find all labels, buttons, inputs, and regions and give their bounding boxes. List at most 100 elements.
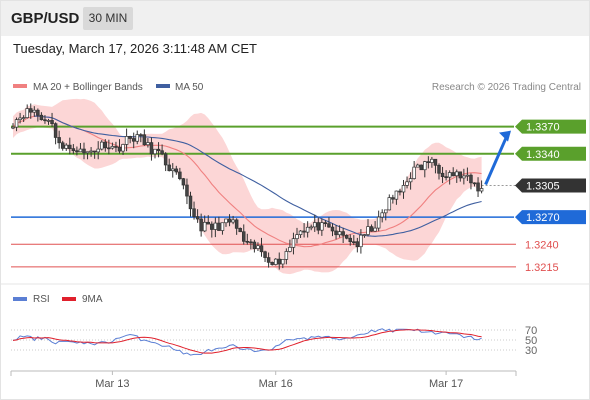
ma50-swatch <box>156 84 170 88</box>
ma50-legend: MA 50 <box>175 82 204 93</box>
candle <box>337 225 342 238</box>
level-label-1.3270: 1.3270 <box>526 212 560 224</box>
candle <box>316 217 321 235</box>
candle <box>423 160 427 178</box>
candle <box>18 112 22 124</box>
candle <box>408 172 413 190</box>
level-tag-1.3270 <box>515 210 586 225</box>
candle <box>476 177 480 197</box>
candle <box>440 166 445 184</box>
x-tick-label-mar-13: Mar 13 <box>95 378 129 390</box>
candle <box>249 238 253 250</box>
candle <box>426 156 431 169</box>
candle <box>156 142 161 158</box>
candle <box>373 221 377 232</box>
candle <box>259 237 264 257</box>
candle <box>185 178 189 205</box>
candle <box>305 221 310 238</box>
candle <box>444 170 448 181</box>
candle <box>309 224 313 231</box>
rsi-line <box>12 328 482 356</box>
candle <box>387 194 392 211</box>
candle <box>153 148 157 159</box>
candle <box>103 139 108 152</box>
candle <box>376 210 381 232</box>
candle <box>135 130 140 145</box>
candle <box>352 235 356 246</box>
candle <box>82 142 86 160</box>
candle <box>210 221 214 238</box>
target-arrow <box>484 130 511 186</box>
candle <box>181 177 186 190</box>
candle <box>25 104 29 119</box>
candle <box>199 213 203 237</box>
candle <box>224 218 228 227</box>
candle <box>298 230 303 239</box>
candle <box>213 217 218 238</box>
candle <box>202 215 207 233</box>
candle <box>245 233 250 245</box>
candle <box>217 216 221 231</box>
ma20-line <box>12 115 482 248</box>
candle <box>359 229 363 254</box>
candle <box>29 103 33 119</box>
level-labels: 1.3370 1.3340 1.3305 1.3270 1.3240 1.3215 <box>515 119 586 274</box>
target-arrow-shaft <box>484 135 509 186</box>
timeframe-badge[interactable]: 30 MIN <box>83 7 133 30</box>
candle <box>327 217 331 228</box>
candle <box>465 167 470 181</box>
candle <box>174 165 179 175</box>
level-tag-1.3340 <box>515 146 586 161</box>
candle <box>277 252 282 270</box>
candle <box>288 239 292 253</box>
candle <box>455 169 459 183</box>
ma20-legend: MA 20 + Bollinger Bands <box>33 82 143 93</box>
candle <box>366 219 370 237</box>
candle <box>394 190 399 205</box>
candle <box>458 171 463 182</box>
candle <box>384 209 388 221</box>
candle <box>188 191 193 217</box>
candle <box>71 144 76 155</box>
candle <box>146 138 150 148</box>
candle <box>472 182 477 187</box>
ma9-legend: 9MA <box>82 294 103 305</box>
rsi-swatch <box>13 297 27 301</box>
candle <box>330 223 335 237</box>
candle <box>206 215 211 225</box>
candle <box>167 158 171 172</box>
candle <box>39 112 44 121</box>
candle <box>32 106 37 117</box>
candle <box>195 209 200 223</box>
candle <box>433 158 438 174</box>
candle <box>114 141 118 153</box>
candle <box>419 164 424 171</box>
legend-rsi: RSI 9MA <box>13 294 103 305</box>
rsi-level-label-50: 50 <box>525 335 537 347</box>
candle <box>462 168 466 185</box>
candle <box>447 170 452 185</box>
candle <box>21 115 26 122</box>
candle <box>107 139 111 155</box>
candle <box>142 129 147 146</box>
rsi-level-label-70: 70 <box>525 325 537 337</box>
candle <box>163 152 168 172</box>
candle <box>78 143 83 153</box>
candle <box>479 180 484 194</box>
level-label-1.3370: 1.3370 <box>526 122 560 134</box>
candle <box>121 143 125 155</box>
candle <box>334 225 338 240</box>
candle <box>14 117 19 132</box>
level-tag-1.3305 <box>515 178 586 193</box>
candle <box>437 163 441 180</box>
candle <box>50 112 54 127</box>
candle <box>11 123 15 130</box>
candle <box>68 137 72 155</box>
x-tick-label-mar-16: Mar 16 <box>259 378 293 390</box>
candle <box>284 248 289 265</box>
candle <box>320 218 324 236</box>
candle <box>412 161 416 180</box>
candle <box>64 143 68 151</box>
ma9-swatch <box>62 297 76 301</box>
